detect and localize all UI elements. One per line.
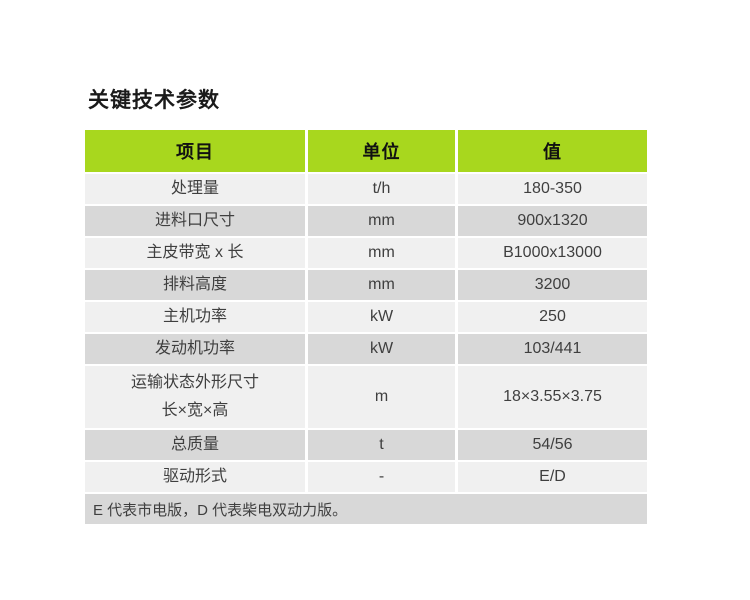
unit-cell: kW [308, 302, 455, 332]
header-unit: 单位 [308, 130, 455, 172]
param-name-cell: 发动机功率 [85, 334, 305, 364]
param-name-cell: 主机功率 [85, 302, 305, 332]
unit-cell: m [308, 366, 455, 428]
page-title: 关键技术参数 [88, 89, 220, 112]
param-name-text-line2: 长×宽×高 [161, 402, 229, 419]
param-name-cell: 驱动形式 [85, 462, 305, 492]
value-cell: 54/56 [458, 430, 647, 460]
param-name-text: 处理量 [170, 180, 219, 197]
value-cell: E/D [458, 462, 647, 492]
unit-cell: mm [308, 238, 455, 268]
header-value: 值 [458, 130, 647, 172]
value-cell: 103/441 [458, 334, 647, 364]
param-name-text: 运输状态外形尺寸 [130, 374, 259, 391]
param-name-text: 主皮带宽 x 长 [146, 244, 244, 261]
param-name-text: 排料高度 [162, 276, 227, 293]
param-name-cell: 进料口尺寸 [85, 206, 305, 236]
unit-cell: - [308, 462, 455, 492]
spec-table: 项目 单位 值 处理量 t/h 180-350 进料口尺寸 mm 900x1320 主皮带宽… [85, 130, 647, 524]
unit-cell: t [308, 430, 455, 460]
param-name-text: 总质量 [170, 436, 219, 453]
param-name-text: 发动机功率 [154, 340, 235, 357]
header-item: 项目 [85, 130, 305, 172]
param-name-cell: 主皮带宽 x 长 [85, 238, 305, 268]
param-name-cell: 运输状态外形尺寸 长×宽×高 [85, 366, 305, 428]
value-cell: 3200 [458, 270, 647, 300]
value-cell: 250 [458, 302, 647, 332]
unit-cell: t/h [308, 174, 455, 204]
value-cell: 180-350 [458, 174, 647, 204]
param-name-cell: 总质量 [85, 430, 305, 460]
unit-cell: kW [308, 334, 455, 364]
value-cell: B1000x13000 [458, 238, 647, 268]
param-name-text: 主机功率 [162, 308, 227, 325]
unit-cell: mm [308, 270, 455, 300]
param-name-text: 驱动形式 [162, 468, 227, 485]
value-cell: 900x1320 [458, 206, 647, 236]
param-name-text: 进料口尺寸 [154, 212, 235, 229]
param-name-cell: 排料高度 [85, 270, 305, 300]
param-name-cell: 处理量 [85, 174, 305, 204]
value-cell: 18×3.55×3.75 [458, 366, 647, 428]
table-footnote: E 代表市电版，D 代表柴电双动力版。 [85, 494, 647, 524]
unit-cell: mm [308, 206, 455, 236]
